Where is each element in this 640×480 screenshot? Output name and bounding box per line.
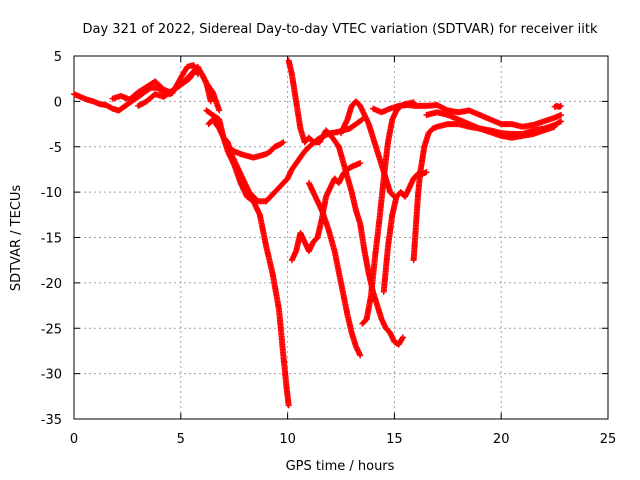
chart-title: Day 321 of 2022, Sidereal Day-to-day VTE… bbox=[83, 22, 598, 37]
data-point bbox=[399, 335, 406, 342]
axis-ticks: 0 5 10 15 20 25 -35 -30 -25 -20 -15 -10 -5 0 5 bbox=[41, 50, 617, 447]
data-point bbox=[216, 107, 223, 114]
y-tick-label: -30 bbox=[41, 368, 62, 383]
data-point bbox=[558, 111, 565, 118]
data-point bbox=[410, 99, 417, 106]
x-tick-label: 20 bbox=[493, 432, 510, 447]
y-tick-label: -15 bbox=[41, 232, 62, 247]
data-point bbox=[357, 160, 364, 167]
data-markers bbox=[71, 57, 565, 409]
x-tick-label: 5 bbox=[177, 432, 185, 447]
y-tick-label: 0 bbox=[54, 95, 62, 110]
y-tick-label: -25 bbox=[41, 322, 62, 337]
data-point bbox=[558, 102, 565, 109]
y-tick-label: 5 bbox=[54, 50, 62, 65]
data-point bbox=[556, 119, 563, 126]
x-tick-label: 10 bbox=[279, 432, 296, 447]
y-tick-label: -10 bbox=[41, 186, 62, 201]
data-point bbox=[285, 402, 292, 409]
y-tick-label: -5 bbox=[49, 141, 62, 156]
data-point bbox=[423, 169, 430, 176]
gridlines bbox=[74, 56, 608, 419]
data-point bbox=[558, 118, 565, 125]
data-point bbox=[399, 334, 406, 341]
data-point bbox=[207, 98, 214, 105]
data-point bbox=[358, 117, 365, 124]
data-point bbox=[280, 139, 287, 146]
y-axis-label: SDTVAR / TECUs bbox=[9, 185, 24, 292]
x-axis-label: GPS time / hours bbox=[286, 459, 395, 474]
y-tick-label: -35 bbox=[41, 413, 62, 428]
data-point bbox=[551, 123, 558, 130]
x-tick-label: 0 bbox=[70, 432, 78, 447]
x-tick-label: 15 bbox=[386, 432, 403, 447]
y-tick-label: -20 bbox=[41, 277, 62, 292]
data-point bbox=[357, 352, 364, 359]
x-tick-label: 25 bbox=[600, 432, 617, 447]
